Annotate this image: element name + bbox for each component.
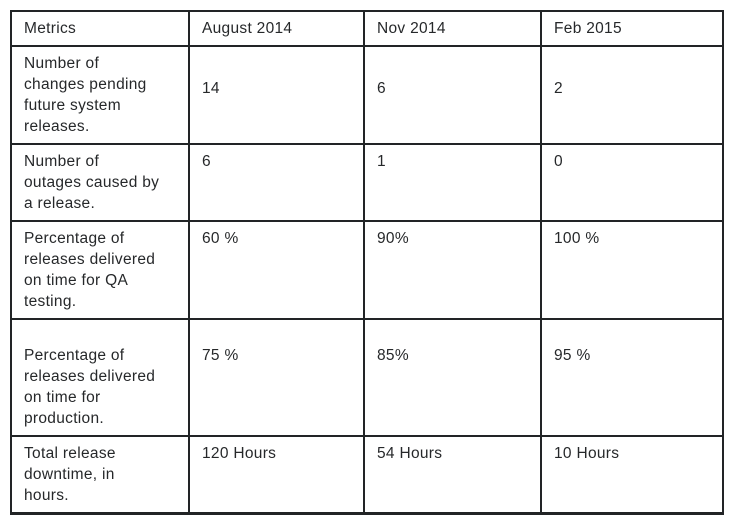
metric-value-cell: 1 — [363, 143, 542, 222]
metric-value-cell: 120 Hours — [188, 435, 365, 515]
table-row-qa-on-time: Percentage of releases delivered on time… — [10, 220, 724, 320]
metric-label-cell: Number of outages caused by a release. — [10, 143, 190, 222]
metric-value-cell: 6 — [188, 143, 365, 222]
metric-value-cell: 54 Hours — [363, 435, 542, 515]
table-row-changes-pending: Number of changes pending future system … — [10, 45, 724, 145]
metric-value-cell: 95 % — [540, 318, 724, 437]
release-metrics-table: Metrics August 2014 Nov 2014 Feb 2015 Nu… — [10, 10, 724, 515]
metric-value-cell: 60 % — [188, 220, 365, 320]
metric-value-cell: 100 % — [540, 220, 724, 320]
metric-value-cell: 6 — [363, 45, 542, 145]
table-row-outages: Number of outages caused by a release. 6… — [10, 143, 724, 222]
column-header-august-2014: August 2014 — [188, 10, 365, 47]
metric-value-cell: 75 % — [188, 318, 365, 437]
metric-label-cell: Percentage of releases delivered on time… — [10, 318, 190, 437]
metric-value-cell: 2 — [540, 45, 724, 145]
metric-value-cell: 14 — [188, 45, 365, 145]
metric-label-cell: Number of changes pending future system … — [10, 45, 190, 145]
metric-value-cell: 10 Hours — [540, 435, 724, 515]
metric-value-cell: 0 — [540, 143, 724, 222]
metric-value-cell: 85% — [363, 318, 542, 437]
table-row-downtime: Total release downtime, in hours. 120 Ho… — [10, 435, 724, 515]
column-header-feb-2015: Feb 2015 — [540, 10, 724, 47]
document-page: Metrics August 2014 Nov 2014 Feb 2015 Nu… — [10, 10, 724, 515]
column-header-metrics: Metrics — [10, 10, 190, 47]
metric-value-cell: 90% — [363, 220, 542, 320]
metric-label-cell: Percentage of releases delivered on time… — [10, 220, 190, 320]
table-row-production-on-time: Percentage of releases delivered on time… — [10, 318, 724, 437]
table-header-row: Metrics August 2014 Nov 2014 Feb 2015 — [10, 10, 724, 47]
column-header-nov-2014: Nov 2014 — [363, 10, 542, 47]
metric-label-cell: Total release downtime, in hours. — [10, 435, 190, 515]
